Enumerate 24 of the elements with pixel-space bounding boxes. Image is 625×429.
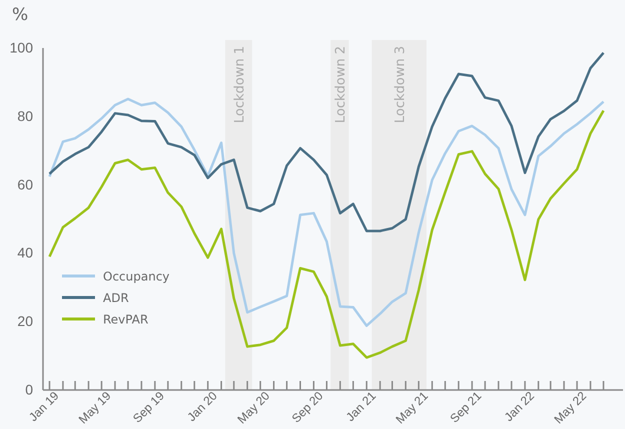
- legend-label: Occupancy: [103, 270, 170, 284]
- legend-label: RevPAR: [103, 312, 148, 326]
- x-tick-label: Jan 22: [502, 388, 538, 424]
- x-tick-label: Sep 19: [130, 388, 168, 426]
- y-tick-label: 20: [17, 313, 34, 330]
- x-tick-label: May 20: [234, 388, 273, 426]
- x-tick-label: May 21: [392, 388, 431, 426]
- y-tick-label: 100: [10, 39, 34, 56]
- legend-label: ADR: [103, 291, 129, 305]
- line-series: [48, 52, 605, 232]
- band-label: Lockdown 1: [232, 46, 248, 124]
- y-axis-title: %: [12, 5, 28, 25]
- x-tick-label: Sep 21: [447, 388, 484, 426]
- x-tick-label: Jan 21: [343, 388, 379, 424]
- x-tick-label: May 19: [76, 388, 114, 426]
- x-tick-label: May 22: [551, 388, 590, 426]
- y-tick-label: 40: [17, 244, 34, 261]
- x-tick-label: Sep 20: [288, 388, 326, 426]
- y-tick-label: 80: [17, 108, 34, 124]
- y-tick-label: 0: [25, 381, 34, 398]
- band-label: Lockdown 2: [334, 46, 349, 124]
- x-tick-label: Jan 20: [184, 388, 220, 424]
- y-tick-label: 60: [17, 176, 34, 192]
- band-label: Lockdown 3: [393, 46, 408, 124]
